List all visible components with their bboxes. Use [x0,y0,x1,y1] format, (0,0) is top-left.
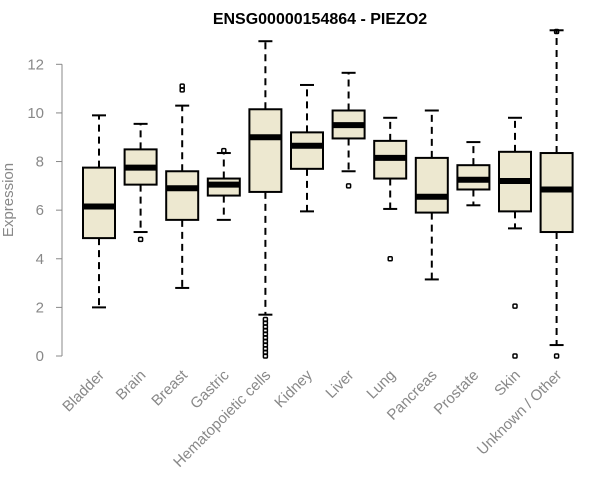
x-tick-label: Prostate [431,367,483,419]
y-tick-label: 0 [36,348,44,365]
outlier-point [345,183,352,189]
x-tick-label: Bladder [59,367,108,416]
box-iqr [248,108,283,193]
y-tick-label: 12 [27,56,44,73]
outlier-point [553,28,560,35]
box-iqr [414,156,449,214]
x-tick-label: Breast [148,366,191,409]
y-tick-label: 10 [27,105,44,122]
outlier-point [221,147,227,154]
y-axis-label: Expression [0,163,17,237]
x-tick-label: Liver [322,367,357,402]
outlier-point [553,353,560,359]
box-group-1 [123,122,158,243]
outlier-point [512,303,518,309]
box-iqr [82,166,116,240]
box-group-3 [206,147,241,221]
box-iqr [290,131,324,170]
outlier-point [137,236,144,243]
outlier-point [387,256,393,262]
box-iqr [539,152,574,234]
box-group-9 [456,141,491,207]
box-group-10 [498,116,532,359]
box-group-5 [290,83,324,213]
box-group-0 [82,114,116,309]
chart-title: ENSG00000154864 - PIEZO2 [213,11,427,28]
y-tick-label: 2 [36,299,44,316]
y-axis: 0 2 4 6 8 10 12 [27,56,63,365]
x-tick-label: Kidney [271,366,316,411]
boxes-group [82,28,574,359]
x-tick-label: Lung [363,367,399,403]
box-group-4 [248,40,283,359]
x-tick-label: Brain [113,367,150,404]
y-tick-label: 4 [36,251,44,268]
box-group-11 [539,28,574,359]
y-tick-label: 6 [36,202,44,219]
outlier-point [179,83,185,89]
box-group-6 [331,71,366,189]
box-group-7 [373,116,408,262]
box-iqr [165,170,200,221]
y-tick-label: 8 [36,154,44,171]
outlier-point [512,353,518,359]
outlier-point [262,316,269,323]
box-group-2 [165,83,200,289]
x-tick-label: Skin [491,367,524,400]
box-group-8 [414,109,449,281]
